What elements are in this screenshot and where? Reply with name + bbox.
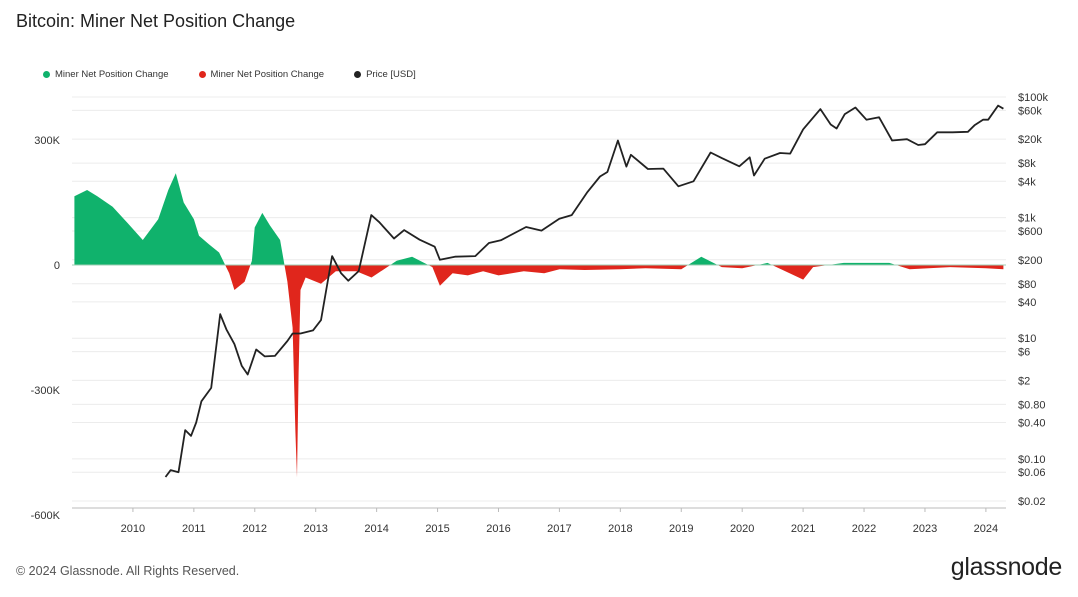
copyright: © 2024 Glassnode. All Rights Reserved. — [16, 564, 240, 578]
legend-dot-negative — [198, 71, 206, 78]
legend-label-price: Price [USD] — [366, 69, 416, 80]
x-tick-4: 2014 — [364, 523, 388, 535]
legend-label-negative: Miner Net Position Change — [210, 69, 325, 80]
x-tick-8: 2018 — [608, 523, 632, 535]
y-right-tick-15: $0.10 — [1018, 454, 1046, 466]
grid — [72, 96, 1006, 509]
right-axis: $100k$60k $20k $8k $4k $1k$600 $200 $80 $40 $10 $… — [1018, 92, 1048, 508]
y-right-tick-4: $4k — [1018, 176, 1036, 188]
y-right-tick-1: $60k — [1018, 105, 1042, 117]
y-right-tick-14: $0.40 — [1018, 418, 1046, 430]
x-tick-10: 2020 — [730, 523, 754, 535]
y-right-tick-2: $20k — [1018, 134, 1042, 146]
y-right-tick-0: $100k — [1018, 92, 1048, 104]
x-tick-12: 2022 — [852, 523, 876, 535]
x-tick-1: 2011 — [182, 523, 206, 535]
x-tick-2: 2012 — [243, 523, 267, 535]
y-right-tick-5: $1k — [1018, 213, 1036, 225]
legend-label-positive: Miner Net Position Change — [55, 69, 169, 80]
x-tick-5: 2015 — [425, 523, 449, 535]
chart-title: Bitcoin: Miner Net Position Change — [16, 11, 296, 31]
legend-item-positive[interactable]: Miner Net Position Change — [43, 69, 169, 80]
x-tick-7: 2017 — [547, 523, 571, 535]
y-left-tick-3: -600K — [31, 510, 61, 522]
y-left-tick-1: 0 — [54, 260, 60, 272]
y-right-tick-10: $10 — [1018, 333, 1036, 345]
legend-dot-price — [354, 71, 362, 78]
x-axis: 2010 2011 2012 2013 2014 2015 2016 2017 2018 2019… — [121, 508, 998, 535]
x-tick-0: 2010 — [121, 523, 145, 535]
y-right-tick-3: $8k — [1018, 158, 1036, 170]
legend-item-negative[interactable]: Miner Net Position Change — [198, 69, 325, 80]
position-change-areas — [72, 173, 1006, 478]
x-tick-3: 2013 — [303, 523, 327, 535]
y-right-tick-11: $6 — [1018, 347, 1030, 359]
legend-dot-positive — [43, 71, 50, 78]
x-tick-13: 2023 — [913, 523, 937, 535]
y-right-tick-7: $200 — [1018, 255, 1042, 267]
x-tick-6: 2016 — [486, 523, 510, 535]
legend: Miner Net Position Change Miner Net Posi… — [43, 69, 416, 80]
legend-item-price[interactable]: Price [USD] — [354, 69, 416, 80]
y-right-tick-8: $80 — [1018, 279, 1036, 291]
y-right-tick-9: $40 — [1018, 297, 1036, 309]
x-tick-11: 2021 — [791, 523, 815, 535]
y-right-tick-13: $0.80 — [1018, 399, 1046, 411]
x-tick-9: 2019 — [669, 523, 693, 535]
y-left-tick-2: -300K — [31, 385, 61, 397]
y-right-tick-6: $600 — [1018, 226, 1042, 238]
price-line-group — [164, 104, 1004, 478]
y-right-tick-16: $0.06 — [1018, 467, 1046, 479]
brand-logo: glassnode — [950, 553, 1063, 581]
area-positive — [74, 173, 1004, 265]
y-left-tick-0: 300K — [34, 135, 60, 147]
price-line — [164, 104, 1004, 478]
y-right-tick-17: $0.02 — [1018, 496, 1046, 508]
left-axis: 300K 0 -300K -600K — [31, 135, 61, 522]
x-tick-14: 2024 — [974, 523, 998, 535]
area-negative — [74, 265, 1004, 478]
y-right-tick-12: $2 — [1018, 375, 1030, 387]
